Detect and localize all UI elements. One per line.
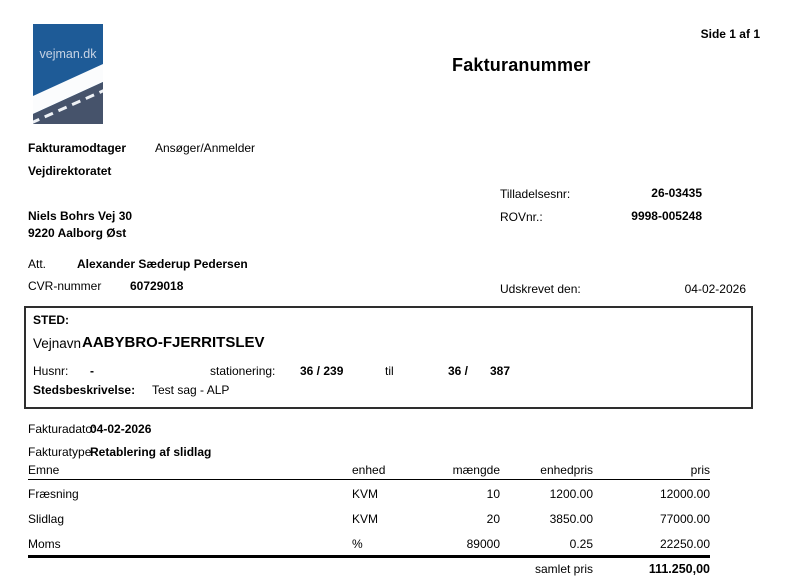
logo-wordmark: vejman.dk [40, 47, 98, 61]
cell-maengde: 20 [486, 512, 500, 526]
recipient-address-line2: 9220 Aalborg Øst [28, 226, 127, 240]
cell-pris: 77000.00 [659, 512, 710, 526]
header-emne: Emne [28, 463, 60, 477]
rovnr-value: 9998-005248 [631, 209, 702, 223]
recipient-label: Fakturamodtager [28, 141, 127, 155]
cell-emne: Moms [28, 537, 61, 551]
recipient-name: Vejdirektoratet [28, 164, 112, 178]
logo-road-shoulder [33, 64, 103, 114]
table-total-row: samlet pris 111.250,00 [28, 563, 710, 576]
cell-pris: 22250.00 [659, 537, 710, 551]
cell-emne: Slidlag [28, 512, 65, 526]
att-name: Alexander Sæderup Pedersen [77, 257, 248, 271]
table-row: Moms % 89000 0.25 22250.00 [28, 538, 710, 551]
fakturatype-value: Retablering af slidlag [90, 445, 212, 459]
page-title: Fakturanummer [452, 55, 591, 75]
cell-emne: Fræsning [28, 487, 79, 501]
tilladelsesnr-label: Tilladelsesnr: [500, 187, 571, 201]
cell-enhed: KVM [352, 512, 379, 526]
cell-enhedpris: 0.25 [569, 537, 593, 551]
fakturatype-label: Fakturatype [28, 445, 92, 459]
header-enhed: enhed [352, 463, 386, 477]
line-items-table: Emne enhed mængde enhedpris pris Fræsnin… [28, 464, 710, 576]
table-total-divider [28, 555, 710, 558]
cell-enhedpris: 3850.00 [549, 512, 593, 526]
rovnr-label: ROVnr.: [500, 210, 543, 224]
til-label: til [385, 364, 394, 378]
husnr-label: Husnr: [33, 364, 69, 378]
sted-label: STED: [33, 313, 69, 327]
cell-pris: 12000.00 [659, 487, 710, 501]
header-maengde: mængde [452, 463, 500, 477]
udskrevet-value: 04-02-2026 [684, 282, 746, 296]
att-label: Att. [28, 257, 47, 271]
page-indicator: Side 1 af 1 [700, 27, 760, 41]
table-row: Fræsning KVM 10 1200.00 12000.00 [28, 488, 710, 501]
stationering-to-a: 36 / [448, 364, 469, 378]
cell-enhed: KVM [352, 487, 379, 501]
cell-maengde: 89000 [466, 537, 500, 551]
cvr-label: CVR-nummer [28, 279, 102, 293]
cell-enhed: % [352, 537, 363, 551]
cell-maengde: 10 [486, 487, 500, 501]
vejnavn-label: Vejnavn [33, 336, 82, 351]
tilladelsesnr-value: 26-03435 [651, 186, 702, 200]
fakturadato-label: Fakturadato: [28, 422, 96, 436]
stationering-to-b: 387 [490, 364, 511, 378]
stationering-from: 36 / 239 [300, 364, 344, 378]
husnr-value: - [90, 364, 94, 378]
vejman-logo: vejman.dk [33, 24, 103, 124]
stedsbeskrivelse-value: Test sag - ALP [152, 383, 230, 397]
udskrevet-label: Udskrevet den: [500, 282, 581, 296]
cell-enhedpris: 1200.00 [549, 487, 593, 501]
header-pris: pris [690, 463, 710, 477]
logo-road-centerline [33, 89, 103, 124]
total-value: 111.250,00 [648, 562, 710, 576]
recipient-type: Ansøger/Anmelder [155, 141, 256, 155]
sted-box: STED: Vejnavn AABYBRO-FJERRITSLEV Husnr:… [24, 306, 753, 409]
fakturadato-value: 04-02-2026 [90, 422, 152, 436]
vejnavn-value: AABYBRO-FJERRITSLEV [82, 334, 265, 351]
recipient-address-line1: Niels Bohrs Vej 30 [28, 209, 133, 223]
header-enhedpris: enhedpris [540, 463, 593, 477]
cvr-value: 60729018 [130, 279, 184, 293]
stationering-label: stationering: [210, 364, 276, 378]
total-label: samlet pris [534, 562, 593, 576]
table-header-row: Emne enhed mængde enhedpris pris [28, 464, 710, 480]
stedsbeskrivelse-label: Stedsbeskrivelse: [33, 383, 136, 397]
table-row: Slidlag KVM 20 3850.00 77000.00 [28, 513, 710, 526]
